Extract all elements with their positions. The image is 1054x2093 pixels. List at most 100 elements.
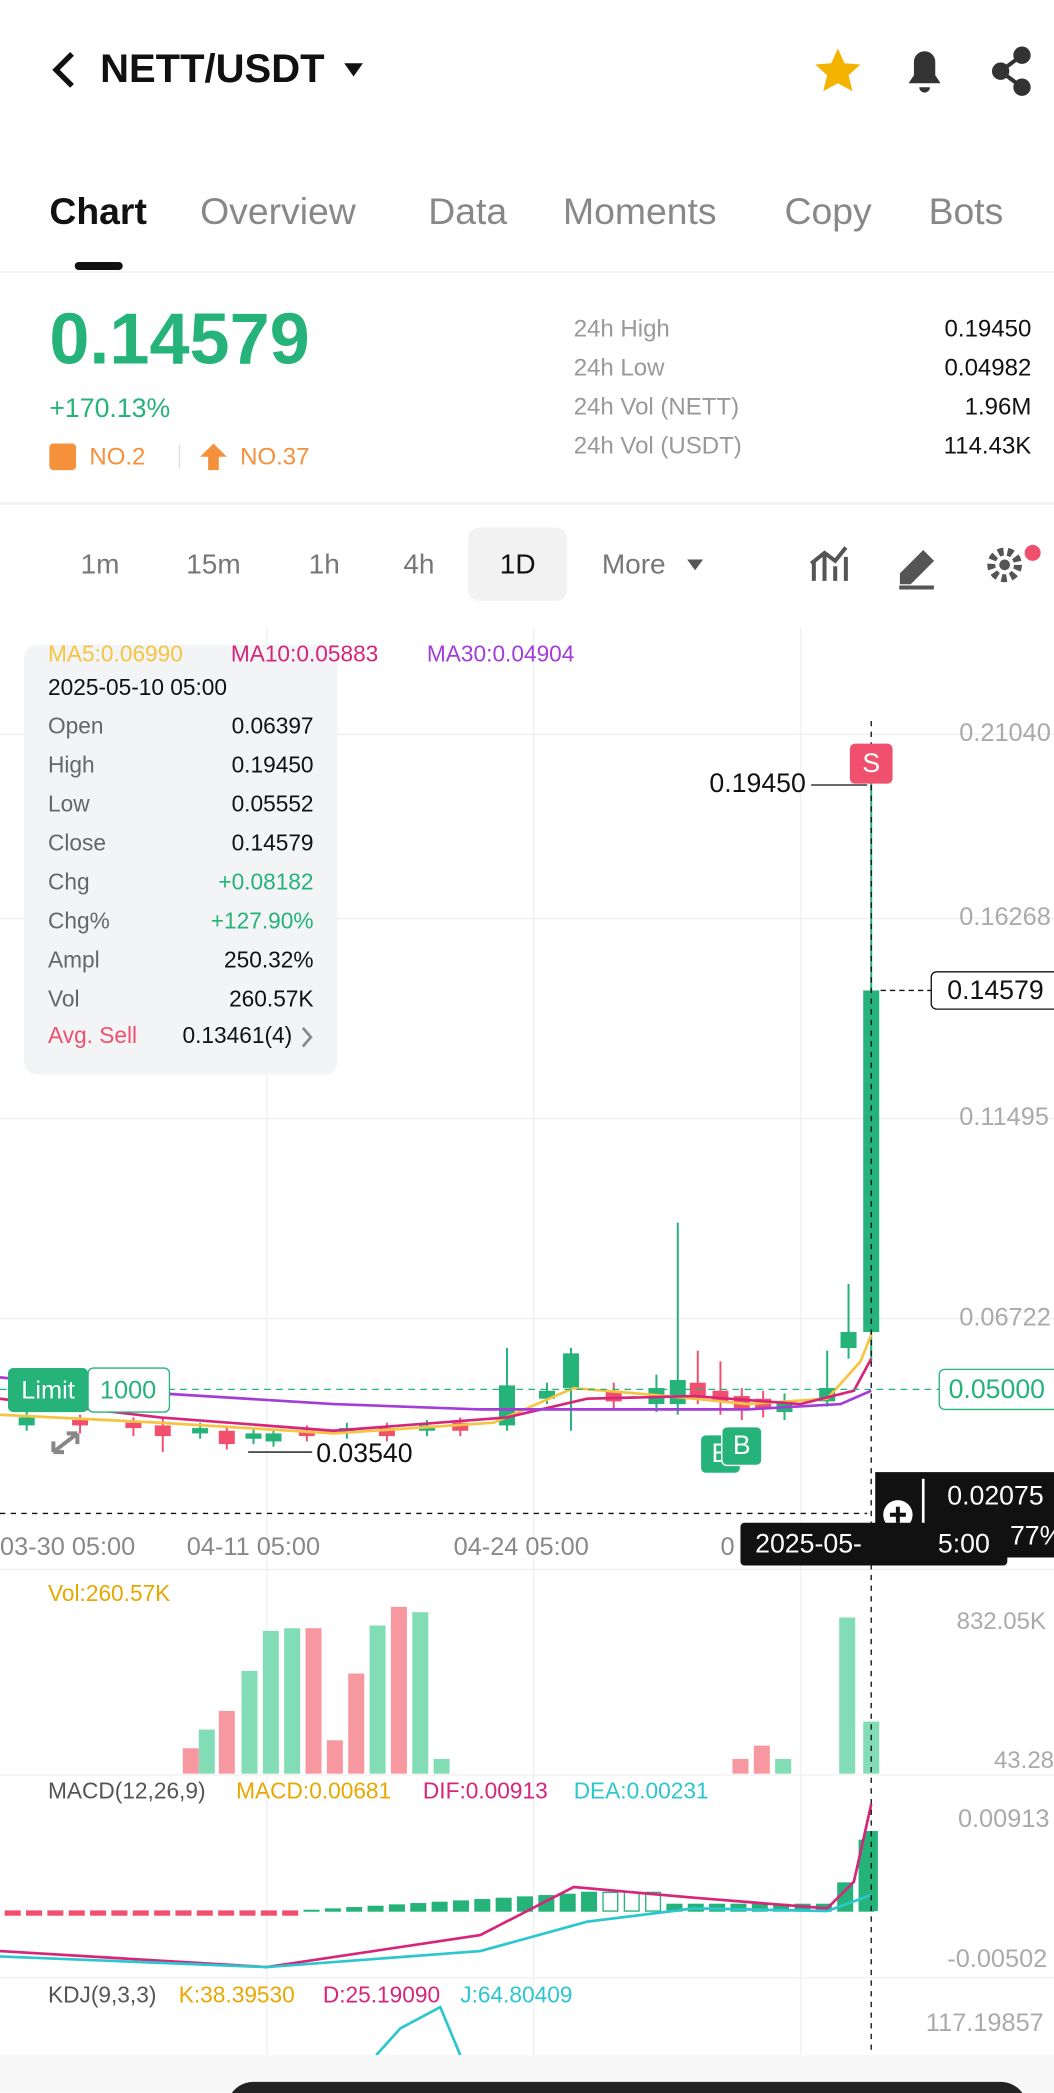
kdj-d: D:25.19090 xyxy=(323,1981,440,2007)
ma30-line xyxy=(0,1376,872,1411)
chevron[interactable] xyxy=(301,1026,313,1048)
tooltip-label: Vol xyxy=(48,985,80,1011)
interval[interactable]: 4h xyxy=(403,549,434,580)
sell-badge-text: S xyxy=(862,748,880,778)
macd-bar xyxy=(239,1910,256,1916)
volume-bar xyxy=(284,1628,301,1774)
interval[interactable]: 1h xyxy=(309,549,340,580)
tooltip-value: 260.57K xyxy=(229,985,313,1011)
pair-title[interactable]: NETT/USDT xyxy=(100,47,325,91)
bottom-button[interactable] xyxy=(227,2081,1028,2093)
tooltip-label: Low xyxy=(48,791,90,817)
add-order-icon[interactable] xyxy=(889,1506,906,1523)
limit-tag[interactable] xyxy=(8,1368,89,1413)
macd-bar xyxy=(68,1910,85,1916)
macd-bar xyxy=(388,1904,405,1912)
interval[interactable]: More xyxy=(602,549,666,580)
price-axis-label: 0.11495 xyxy=(959,1103,1049,1131)
pair-dropdown[interactable] xyxy=(344,63,363,77)
tooltip-label: Chg% xyxy=(48,907,110,933)
volume-bar xyxy=(753,1745,770,1774)
indicator-button[interactable] xyxy=(809,546,848,581)
stat-value: 114.43K xyxy=(944,433,1032,460)
tooltip-value: +127.90% xyxy=(211,907,314,933)
macd-bar xyxy=(495,1897,512,1912)
candle-body xyxy=(669,1380,686,1405)
tab[interactable]: Data xyxy=(428,190,507,232)
tooltip-value: 0.06397 xyxy=(232,713,314,739)
interval[interactable]: 15m xyxy=(186,549,240,580)
rank-b: NO.37 xyxy=(240,443,309,470)
expand-button[interactable] xyxy=(51,1431,80,1455)
candle-body xyxy=(840,1332,857,1349)
macd-bar xyxy=(367,1905,384,1912)
crosshair-pct: 77% xyxy=(1010,1521,1054,1551)
volume-bar xyxy=(218,1710,235,1774)
tab[interactable]: Bots xyxy=(929,190,1004,232)
share-button[interactable] xyxy=(991,46,1031,96)
stat-value: 0.19450 xyxy=(945,315,1032,342)
candle-body xyxy=(378,1428,395,1437)
candle-body xyxy=(298,1430,315,1437)
macd-bar xyxy=(559,1893,576,1912)
tab[interactable]: Overview xyxy=(200,190,357,232)
macd-bar xyxy=(26,1910,43,1916)
divider xyxy=(0,271,1054,273)
tooltip-value: 0.05552 xyxy=(232,791,314,817)
volume-bar xyxy=(198,1729,215,1774)
macd-bar xyxy=(581,1891,598,1912)
macd-bar xyxy=(218,1910,235,1916)
limit-tag-text[interactable]: Limit xyxy=(21,1377,74,1405)
kdj-j-line xyxy=(375,2005,462,2057)
avg-sell-value[interactable]: 0.13461(4) xyxy=(183,1022,293,1048)
tooltip-label: Close xyxy=(48,829,106,855)
draw-button[interactable] xyxy=(899,550,935,590)
limit-qty-box[interactable] xyxy=(87,1367,171,1413)
limit-qty[interactable]: 1000 xyxy=(100,1377,156,1405)
tab[interactable]: Copy xyxy=(784,190,872,232)
ma5-line xyxy=(0,1334,873,1435)
crosshair-price: 0.02075 xyxy=(947,1480,1043,1510)
tab[interactable]: Chart xyxy=(49,190,147,232)
macd-bar xyxy=(623,1891,640,1912)
separator xyxy=(178,444,181,469)
interval[interactable]: 1m xyxy=(81,549,120,580)
sell-badge xyxy=(849,743,893,784)
volume-bar xyxy=(412,1612,429,1774)
kdj-k: K:38.39530 xyxy=(179,1981,295,2007)
favorite-star[interactable] xyxy=(815,48,861,92)
candle-body xyxy=(605,1390,622,1402)
macd-bar xyxy=(260,1910,277,1916)
alert-bell[interactable] xyxy=(908,51,941,93)
kdj-title: KDJ(9,3,3) xyxy=(48,1981,156,2007)
stat-label: 24h High xyxy=(574,315,670,342)
macd-bar xyxy=(303,1909,320,1912)
rank-a: NO.2 xyxy=(89,443,145,470)
macd-bar xyxy=(645,1891,662,1912)
macd-bar xyxy=(111,1910,128,1916)
back-button[interactable] xyxy=(52,51,74,88)
interval[interactable]: 1D xyxy=(500,549,536,580)
candle-body xyxy=(72,1420,89,1426)
buy-badge xyxy=(721,1426,763,1467)
rank-icon xyxy=(49,443,77,471)
macd-bar xyxy=(751,1903,768,1912)
tooltip-label: Open xyxy=(48,713,103,739)
time-axis-label: 04-11 05:00 xyxy=(187,1533,320,1561)
candle-body xyxy=(245,1433,262,1439)
macd-value: MACD:0.00681 xyxy=(236,1777,391,1803)
macd-bar xyxy=(346,1907,363,1912)
settings-button[interactable] xyxy=(987,547,1022,583)
buy-badge-text: B xyxy=(733,1430,751,1460)
volume-bar xyxy=(182,1748,199,1774)
macd-axis-label: -0.00502 xyxy=(947,1945,1047,1973)
candle-body xyxy=(192,1428,209,1434)
volume-bar xyxy=(241,1670,258,1774)
volume-axis-label: 43.28 xyxy=(994,1747,1054,1774)
current-label: 0.14579 xyxy=(947,975,1043,1005)
more-dropdown[interactable] xyxy=(687,559,704,571)
tab[interactable]: Moments xyxy=(563,190,717,232)
volume-bar xyxy=(433,1758,450,1774)
tooltip-label: Chg xyxy=(48,868,90,894)
candle-body xyxy=(539,1390,556,1399)
